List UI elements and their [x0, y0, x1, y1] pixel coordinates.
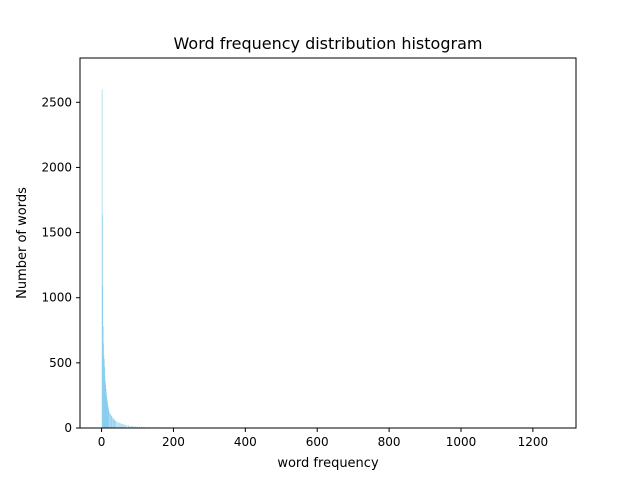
x-tick-label: 1000	[446, 435, 477, 449]
histogram-bar	[129, 425, 131, 428]
histogram-bar	[139, 426, 140, 428]
x-axis-label: word frequency	[277, 456, 379, 471]
histogram-bar	[112, 417, 113, 428]
histogram-bar	[119, 422, 120, 428]
histogram-bar	[110, 415, 112, 428]
histogram-bar	[117, 422, 119, 428]
histogram-bar	[121, 423, 122, 428]
histogram-bar	[102, 214, 103, 428]
x-tick-label: 0	[98, 435, 106, 449]
histogram-bar	[115, 421, 117, 428]
histogram-bar	[108, 410, 110, 428]
histogram-bar	[125, 424, 127, 428]
histogram-bar	[130, 425, 132, 428]
histogram-bar	[128, 425, 129, 428]
histogram-bar	[106, 396, 108, 428]
histogram-bar	[144, 426, 146, 428]
histogram-bar	[124, 424, 126, 428]
histogram-bar	[104, 366, 105, 428]
histogram-bar	[113, 419, 115, 428]
x-tick-label: 600	[306, 435, 329, 449]
histogram-bar	[105, 388, 107, 428]
x-tick-label: 200	[162, 435, 185, 449]
histogram-bar	[107, 404, 109, 428]
plot-frame	[79, 57, 577, 429]
histogram-bar	[120, 423, 121, 428]
histogram-bar	[102, 326, 104, 428]
x-axis-ticks: 0 200 400 600 800 1000 1200	[98, 428, 548, 449]
histogram-bar	[122, 424, 123, 428]
x-tick-label: 1200	[518, 435, 549, 449]
histogram-bar	[133, 426, 135, 428]
histogram-bar	[116, 421, 118, 428]
histogram-bar	[140, 426, 142, 428]
histogram-bar	[107, 401, 108, 428]
y-axis-ticks: 0 500 1000 1500 2000 2500	[41, 95, 80, 435]
histogram-bar	[108, 408, 109, 428]
histogram-bar	[110, 413, 111, 428]
y-tick-label: 0	[64, 421, 72, 435]
histogram-bar	[132, 426, 133, 428]
histogram-bar	[105, 385, 106, 428]
y-tick-label: 1000	[41, 291, 72, 305]
histogram-bar	[106, 399, 108, 428]
histogram-bar	[114, 419, 115, 428]
histogram-bar	[102, 285, 104, 428]
histogram-bar	[103, 355, 105, 428]
histogram-bar	[103, 343, 104, 428]
histogram-bar	[111, 416, 113, 428]
histogram-bar	[148, 426, 149, 428]
histogram-bar	[101, 89, 103, 429]
histogram-bar	[135, 426, 137, 428]
chart-title: Word frequency distribution histogram	[174, 34, 483, 53]
histogram-bar	[106, 392, 107, 428]
histogram-bar	[115, 420, 116, 428]
y-tick-label: 500	[49, 356, 72, 370]
histogram-bar	[137, 426, 138, 428]
y-tick-label: 2000	[41, 160, 72, 174]
x-tick-label: 800	[378, 435, 401, 449]
histogram-bar	[104, 375, 106, 428]
histogram-bar	[107, 406, 109, 428]
histogram-bar	[103, 358, 105, 428]
histogram-bar	[142, 426, 144, 428]
histogram-bar	[109, 412, 110, 428]
histogram-bar	[126, 425, 128, 428]
y-axis-label: Number of words	[15, 187, 30, 299]
histogram-bar	[105, 381, 106, 428]
y-tick-label: 1500	[41, 226, 72, 240]
x-tick-label: 400	[234, 435, 257, 449]
histogram-bar	[123, 424, 124, 428]
histogram-bar	[112, 418, 114, 428]
y-tick-label: 2500	[41, 95, 72, 109]
